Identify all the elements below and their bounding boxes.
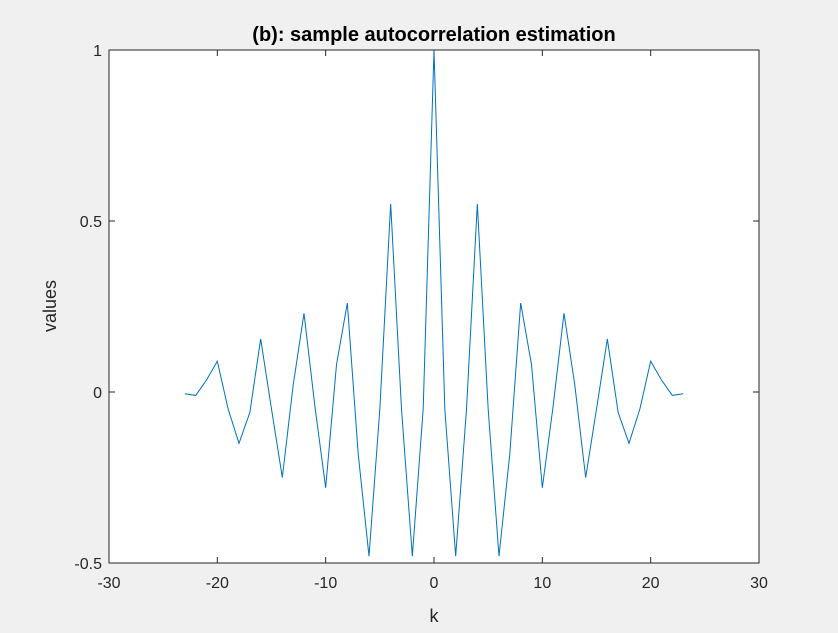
x-tick-label: 0 [430,575,439,592]
x-tick-label: -20 [206,575,229,592]
y-tick-label: -0.5 [74,556,102,573]
y-axis-label: values [40,280,60,332]
y-tick-label: 0.5 [80,214,102,231]
x-tick-label: -10 [314,575,337,592]
y-tick-label: 0 [93,385,102,402]
axes-box [108,49,760,564]
plot-area [109,50,759,563]
x-tick-label: 20 [642,575,660,592]
x-tick-label: 10 [533,575,551,592]
x-tick-label: -30 [97,575,120,592]
x-tick-label: 30 [750,575,768,592]
y-tick-label: 1 [93,43,102,60]
x-axis-label: k [430,606,440,626]
chart-title: (b): sample autocorrelation estimation [252,24,615,46]
tick-labels: -30 -20 -10 0 10 20 30 -0.5 0 0.5 1 [74,43,768,592]
